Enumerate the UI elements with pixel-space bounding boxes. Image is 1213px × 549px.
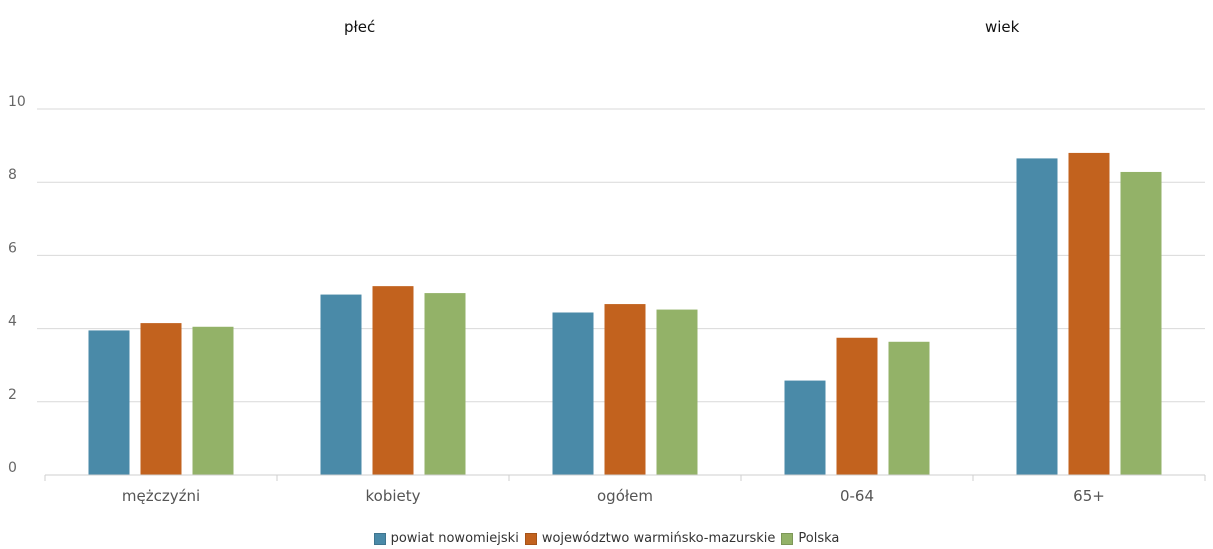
y-tick-label: 10 bbox=[8, 94, 26, 110]
legend-item-series-1[interactable]: powiat nowomiejski bbox=[373, 531, 519, 546]
y-tick-label: 0 bbox=[8, 460, 17, 476]
axis-layer: 0 2 4 6 8 10 mężczyźni kobiety ogółem 0-64 65+ bbox=[8, 94, 1206, 505]
x-category-label: kobiety bbox=[365, 487, 420, 505]
bar-series-2 bbox=[836, 337, 878, 475]
bar-series-3 bbox=[656, 309, 698, 475]
bar-layer bbox=[88, 152, 1162, 476]
bar-series-2 bbox=[604, 304, 646, 475]
y-tick-label: 2 bbox=[8, 387, 17, 403]
legend-swatch-series-3 bbox=[781, 532, 794, 545]
bar-series-2 bbox=[1068, 152, 1110, 476]
x-category-label: 65+ bbox=[1073, 487, 1105, 505]
bar-series-1 bbox=[88, 330, 130, 475]
bar-series-1 bbox=[1016, 158, 1058, 475]
legend-label-series-3: Polska bbox=[798, 531, 840, 546]
x-category-label: 0-64 bbox=[840, 487, 874, 505]
legend: powiat nowomiejski województwo warmińsko… bbox=[0, 531, 1213, 546]
group-header-age: wiek bbox=[985, 18, 1020, 36]
bar-series-3 bbox=[1120, 171, 1162, 475]
y-tick-label: 4 bbox=[8, 314, 17, 330]
bar-series-1 bbox=[784, 380, 826, 475]
legend-label-series-2: województwo warmińsko-mazurskie bbox=[541, 531, 776, 546]
legend-item-series-2[interactable]: województwo warmińsko-mazurskie bbox=[524, 531, 776, 546]
legend-item-series-3[interactable]: Polska bbox=[781, 531, 839, 546]
x-category-label: ogółem bbox=[597, 487, 653, 505]
bar-series-3 bbox=[888, 341, 930, 475]
y-tick-label: 6 bbox=[8, 240, 17, 256]
legend-label-series-1: powiat nowomiejski bbox=[390, 531, 519, 546]
y-tick-label: 8 bbox=[8, 167, 17, 183]
x-category-label: mężczyźni bbox=[122, 487, 200, 505]
legend-swatch-series-1 bbox=[373, 532, 386, 545]
group-header-sex: płeć bbox=[344, 18, 376, 36]
bar-series-1 bbox=[552, 312, 594, 475]
bar-series-3 bbox=[192, 326, 234, 475]
bar-series-2 bbox=[140, 323, 182, 475]
bar-series-2 bbox=[372, 286, 414, 475]
legend-swatch-series-2 bbox=[524, 532, 537, 545]
bar-series-3 bbox=[424, 293, 466, 475]
bar-series-1 bbox=[320, 294, 362, 475]
